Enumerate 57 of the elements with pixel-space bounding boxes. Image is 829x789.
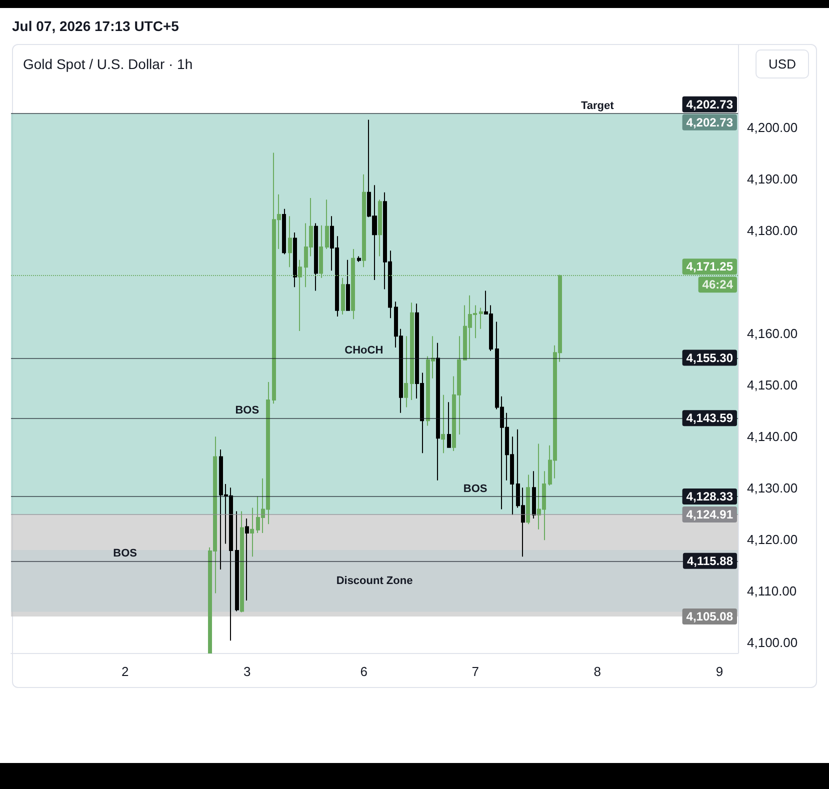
candlestick: [441, 394, 445, 454]
annotation: BOS: [463, 483, 488, 496]
candlestick: [346, 259, 350, 312]
candlestick: [250, 507, 254, 558]
y-axis-title: USD: [768, 56, 796, 72]
candlestick: [436, 342, 440, 481]
candlestick: [362, 174, 366, 268]
ref-line-label: 4,202.73: [686, 115, 734, 130]
y-tick-label: 4,130.00: [747, 480, 798, 496]
annotation: CHoCH: [344, 344, 384, 356]
x-tick-label: 6: [360, 664, 368, 679]
ref-line-label: 4,171.25: [686, 260, 734, 274]
annotation: BOS: [235, 404, 260, 417]
annotation: 46:24: [702, 278, 734, 292]
y-tick-label: 4,120.00: [747, 532, 798, 548]
candlestick: [288, 216, 292, 268]
candlestick: [357, 256, 361, 262]
x-tick-label: 2: [121, 664, 129, 679]
x-tick-label: 8: [594, 664, 601, 679]
candlestick: [378, 199, 382, 257]
annotation: Target: [580, 100, 614, 112]
x-tick-label: 3: [244, 664, 251, 679]
candlestick: [293, 232, 297, 288]
candlestick: [532, 470, 536, 520]
y-tick-label: 4,180.00: [747, 222, 798, 238]
band-label: 4,105.08: [686, 610, 734, 624]
candlestick: [404, 336, 408, 408]
y-tick-label: 4,150.00: [747, 378, 798, 393]
candlestick: [410, 302, 414, 401]
candlestick: [325, 199, 329, 250]
candlestick: [479, 307, 483, 330]
chart-subtitle: Jul 07, 2026 17:13 UTC+5: [12, 18, 180, 34]
candlestick: [240, 510, 244, 613]
ref-line-label: 4,115.88: [686, 554, 734, 568]
y-tick-label: 4,200.00: [747, 120, 798, 135]
candlestick: [341, 277, 345, 315]
y-tick-label: 4,140.00: [747, 429, 798, 444]
y-tick-label: 4,190.00: [747, 171, 798, 186]
band-label: Discount Zone: [336, 574, 413, 587]
y-tick-label: 4,100.00: [747, 635, 798, 650]
band-label: 4,202.73: [686, 97, 734, 112]
candlestick: [314, 222, 318, 292]
x-tick-label: 9: [716, 664, 724, 679]
x-tick-label: 7: [472, 664, 479, 679]
candlestick: [526, 474, 530, 525]
y-tick-label: 4,160.00: [747, 326, 798, 342]
candlestick: [235, 510, 239, 612]
annotation: BOS: [113, 547, 138, 560]
ref-line-label: 4,128.33: [686, 490, 734, 504]
ref-line-label: 4,155.30: [686, 350, 734, 365]
candlestick: [447, 402, 451, 448]
candlestick: [245, 518, 249, 601]
candlestick: [282, 208, 286, 255]
ref-line-label: 4,124.91: [686, 508, 734, 522]
y-tick-label: 4,110.00: [747, 584, 797, 599]
text: Gold Spot / U.S. Dollar · 1h: [23, 56, 193, 72]
ref-line-label: 4,143.59: [686, 411, 734, 426]
